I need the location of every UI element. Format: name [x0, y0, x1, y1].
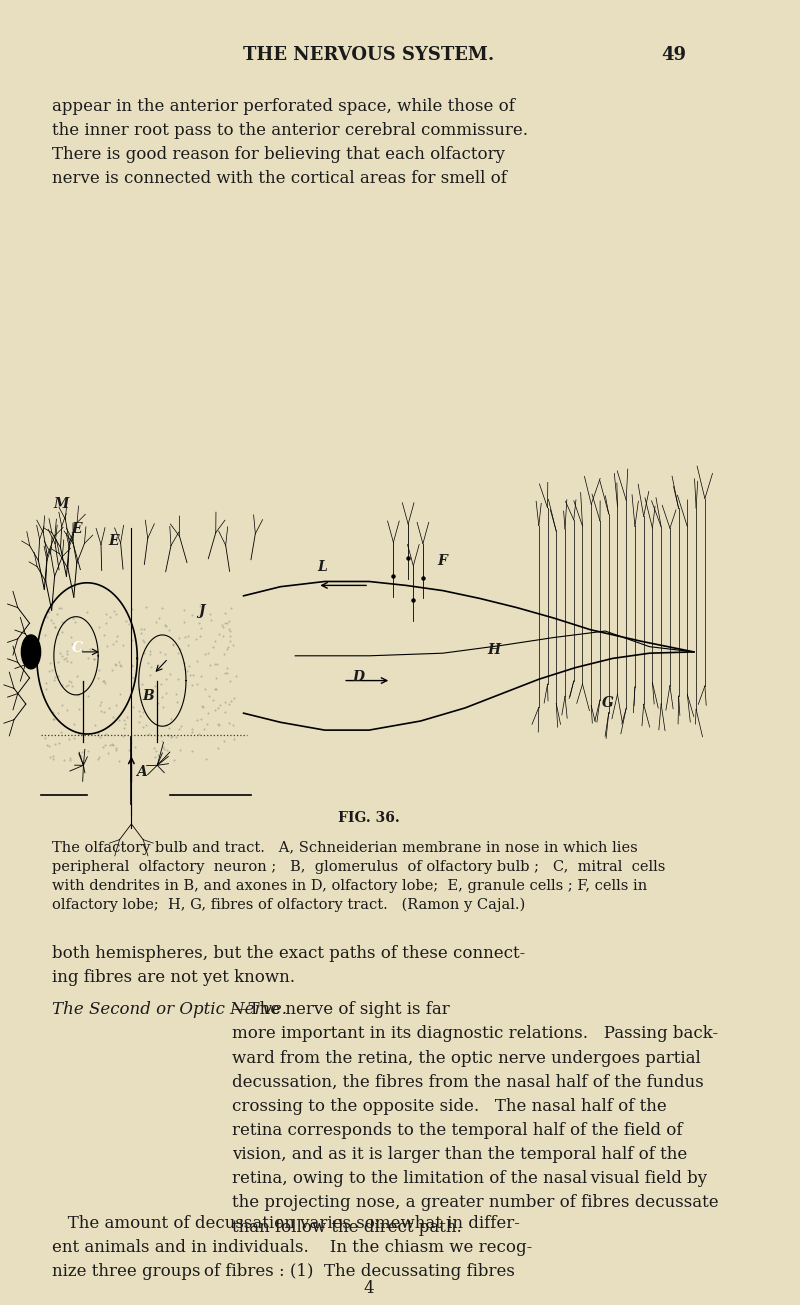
- Text: M: M: [54, 497, 70, 512]
- Text: both hemispheres, but the exact paths of these connect-
ing fibres are not yet k: both hemispheres, but the exact paths of…: [52, 945, 525, 987]
- Text: The amount of decussation varies somewhat in differ-
ent animals and in individu: The amount of decussation varies somewha…: [52, 1215, 532, 1280]
- Text: —The nerve of sight is far
more important in its diagnostic relations.   Passing: —The nerve of sight is far more importan…: [233, 1001, 719, 1236]
- Text: The Second or Optic Nerve.: The Second or Optic Nerve.: [52, 1001, 286, 1018]
- Text: G: G: [602, 696, 614, 710]
- Text: E: E: [109, 534, 119, 548]
- Text: F: F: [437, 553, 447, 568]
- Text: B: B: [142, 689, 154, 703]
- Text: E: E: [71, 522, 82, 536]
- Text: L: L: [318, 560, 327, 574]
- Text: J: J: [198, 604, 205, 619]
- Text: THE NERVOUS SYSTEM.: THE NERVOUS SYSTEM.: [243, 46, 494, 64]
- Text: C: C: [71, 641, 82, 655]
- Text: 49: 49: [662, 46, 686, 64]
- Text: FIG. 36.: FIG. 36.: [338, 810, 400, 825]
- Text: A: A: [136, 765, 146, 779]
- Text: The olfactory bulb and tract.   A, Schneiderian membrane in nose in which lies
p: The olfactory bulb and tract. A, Schneid…: [52, 840, 665, 912]
- Text: D: D: [353, 669, 365, 684]
- Text: H: H: [487, 643, 500, 658]
- Circle shape: [22, 636, 41, 669]
- Text: appear in the anterior perforated space, while those of
the inner root pass to t: appear in the anterior perforated space,…: [52, 98, 528, 187]
- Text: 4: 4: [364, 1280, 374, 1297]
